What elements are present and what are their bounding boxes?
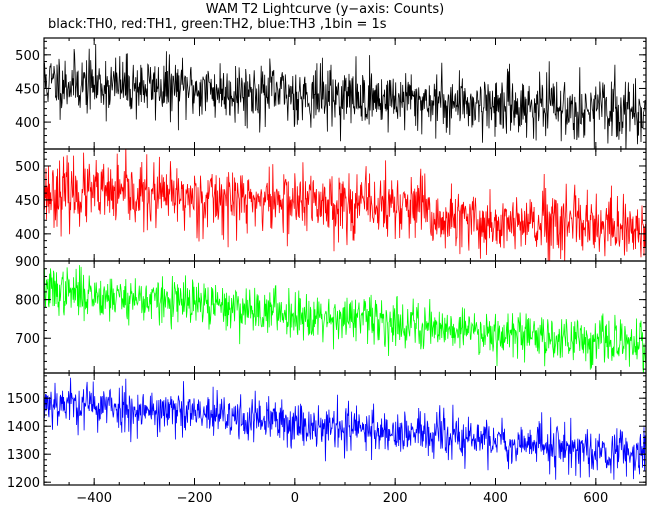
chart-subtitle: black:TH0, red:TH1, green:TH2, blue:TH3 … bbox=[48, 17, 387, 32]
y-tick-label: 400 bbox=[15, 228, 40, 243]
x-tick-label: −200 bbox=[177, 491, 213, 505]
y-tick-label: 800 bbox=[15, 294, 40, 309]
x-tick-label: 0 bbox=[291, 491, 299, 505]
series-line-th0 bbox=[44, 43, 646, 149]
panel-th0: 400 450 500 bbox=[15, 37, 647, 150]
x-tick-label: −400 bbox=[76, 491, 112, 505]
y-tick-label: 1200 bbox=[7, 476, 40, 491]
y-tick-label: 700 bbox=[15, 332, 40, 347]
y-tick-label: 500 bbox=[15, 160, 40, 175]
y-tick-label: 1400 bbox=[7, 420, 40, 435]
x-tick-label: 600 bbox=[583, 491, 608, 505]
panel-th2: 700 800 900 bbox=[15, 255, 647, 374]
y-tick-label: 450 bbox=[15, 194, 40, 209]
y-tick-label: 900 bbox=[15, 255, 40, 270]
x-axis: −400 −200 0 200 400 600 bbox=[76, 491, 608, 505]
series-line-th1 bbox=[44, 149, 646, 261]
x-tick-label: 200 bbox=[383, 491, 408, 505]
y-tick-label: 1500 bbox=[7, 392, 40, 407]
panel-th3: 1200 1300 1400 1500 bbox=[7, 372, 647, 491]
y-tick-label: 450 bbox=[15, 82, 40, 97]
y-tick-label: 500 bbox=[15, 49, 40, 64]
series-line-th2 bbox=[44, 265, 646, 373]
y-tick-label: 1300 bbox=[7, 448, 40, 463]
panel-frame bbox=[43, 37, 647, 150]
series-line-th3 bbox=[44, 377, 646, 480]
x-tick-label: 400 bbox=[483, 491, 508, 505]
panels-group: 4004505004004505007008009001200130014001… bbox=[7, 37, 647, 491]
panel-th1: 400 450 500 bbox=[15, 148, 647, 262]
chart-title: WAM T2 Lightcurve (y−axis: Counts) bbox=[205, 2, 445, 17]
y-tick-label: 400 bbox=[15, 116, 40, 131]
